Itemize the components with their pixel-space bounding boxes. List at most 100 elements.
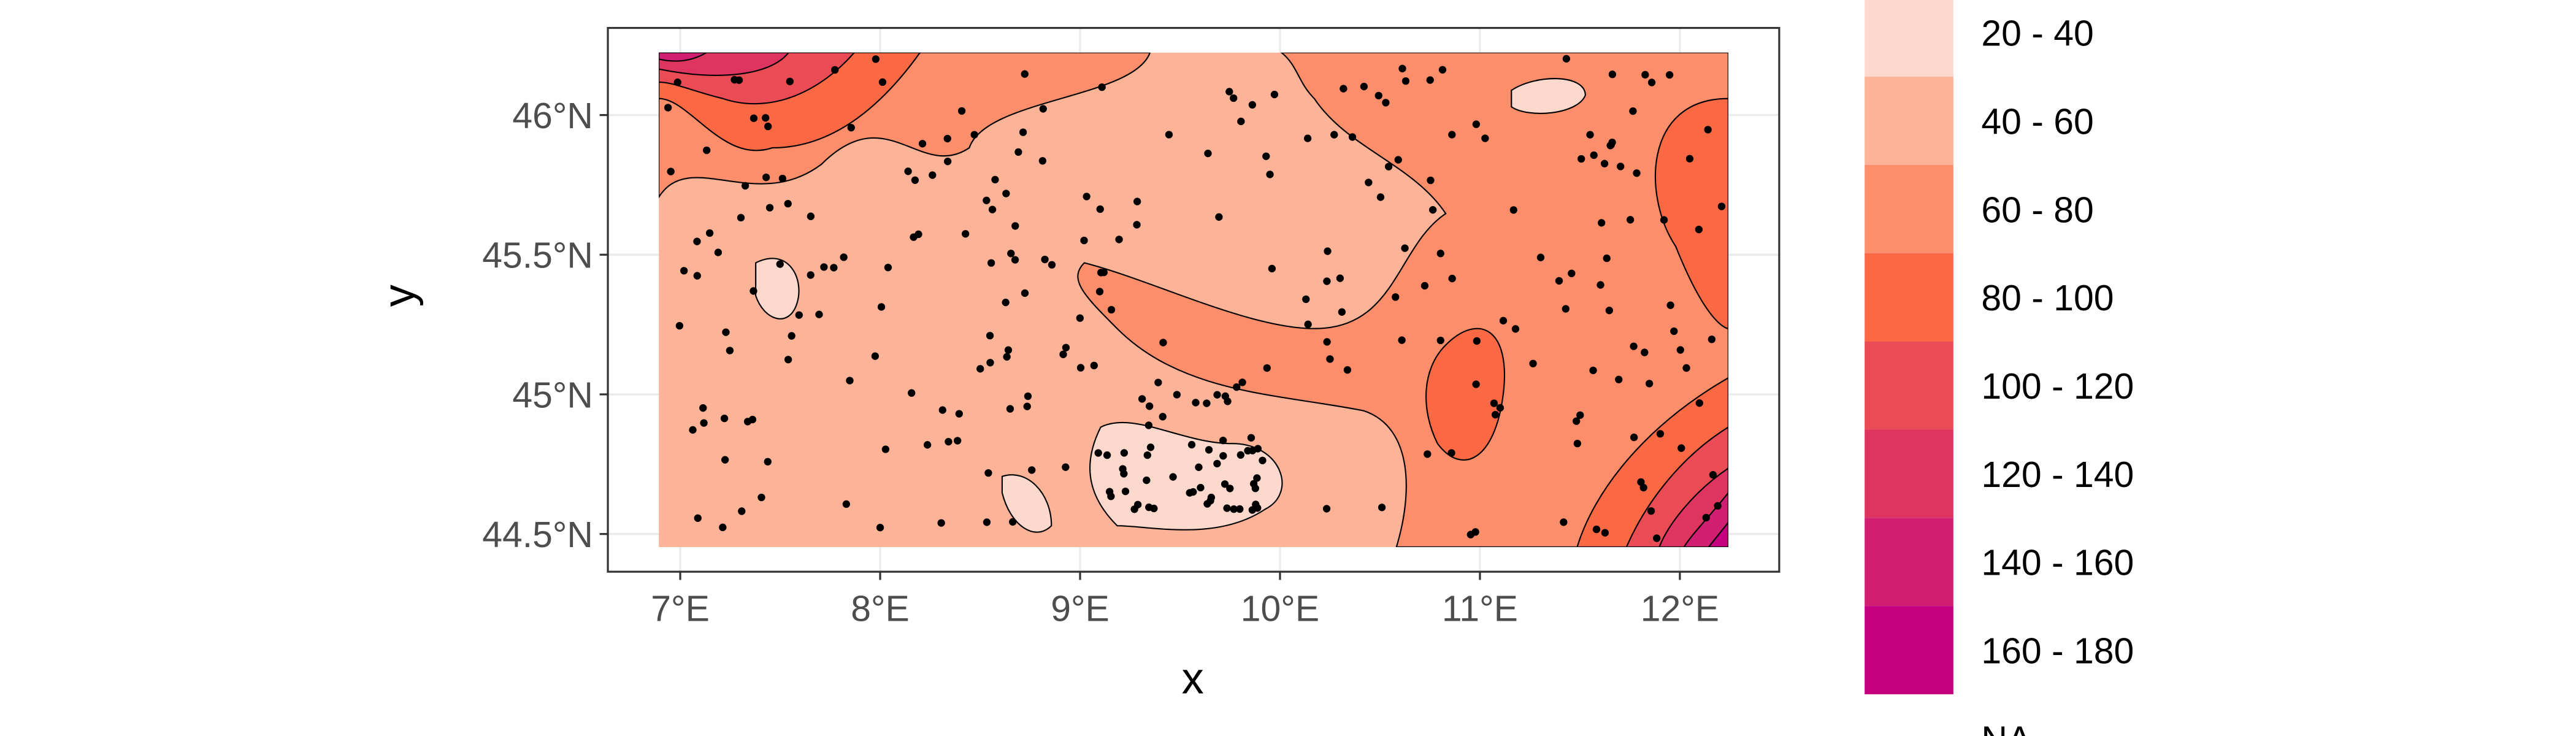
sample-point: [1322, 505, 1331, 513]
y-tick-label: 44.5°N: [482, 515, 593, 555]
sample-point: [720, 414, 729, 423]
sample-point: [1360, 82, 1368, 91]
sample-point: [1197, 483, 1205, 492]
sample-point: [1466, 531, 1474, 539]
sample-point: [986, 359, 994, 367]
sample-point: [757, 493, 765, 502]
contour-fill: [1708, 521, 1728, 547]
sample-point: [1629, 107, 1637, 115]
sample-point: [1219, 452, 1227, 460]
sample-point: [1401, 244, 1409, 252]
sample-point: [1617, 163, 1625, 171]
sample-point: [1647, 507, 1655, 515]
sample-point: [743, 418, 752, 426]
sample-point: [1186, 489, 1194, 497]
sample-point: [1436, 336, 1444, 345]
sample-point: [881, 445, 890, 453]
sample-point: [1115, 236, 1123, 243]
sample-point: [1597, 281, 1604, 289]
sample-point: [914, 230, 922, 239]
sample-point: [1205, 446, 1213, 454]
sample-point: [1259, 456, 1267, 464]
sample-point: [1586, 131, 1594, 139]
sample-point: [1401, 77, 1410, 85]
sample-point: [1247, 434, 1255, 442]
sample-point: [1436, 250, 1444, 258]
sample-point: [1213, 459, 1221, 468]
sample-point: [923, 441, 932, 449]
sample-point: [693, 237, 701, 245]
sample-point: [694, 514, 702, 522]
sample-point: [1304, 320, 1312, 328]
sample-point: [847, 124, 855, 132]
sample-point: [719, 523, 727, 532]
sample-point: [1394, 156, 1402, 164]
y-tick-label: 45.5°N: [482, 236, 593, 276]
sample-point: [807, 212, 815, 220]
sample-point: [1011, 222, 1019, 230]
x-axis-title: x: [1182, 654, 1204, 703]
sample-point: [1252, 500, 1260, 508]
legend-label: 100 - 120: [1981, 367, 2134, 407]
sample-point: [1221, 392, 1229, 401]
legend-swatch: [1865, 518, 1953, 607]
y-axis-title: y: [375, 284, 424, 307]
sample-point: [1144, 421, 1153, 429]
sample-point: [1499, 316, 1508, 324]
sample-point: [1376, 193, 1385, 201]
x-tick-label: 8°E: [851, 589, 910, 629]
sample-point: [1159, 339, 1167, 347]
legend: 20 - 40 40 - 60 60 - 80 80 - 100 100 - 120 12…: [1865, 0, 2134, 736]
sample-point: [1302, 295, 1310, 304]
sample-point: [1665, 71, 1674, 79]
sample-point: [1249, 480, 1258, 488]
sample-point: [929, 171, 937, 179]
sample-point: [983, 196, 991, 204]
sample-point: [1225, 88, 1233, 96]
sample-point: [970, 131, 978, 139]
sample-point: [735, 76, 743, 84]
sample-point: [1080, 236, 1088, 245]
contour-fill: [1511, 78, 1586, 114]
sample-point: [673, 79, 681, 86]
sample-point: [726, 347, 734, 355]
sample-point: [1192, 399, 1200, 407]
sample-point: [1670, 327, 1678, 335]
legend-swatch: [1865, 253, 1953, 342]
legend-label: 60 - 80: [1981, 190, 2093, 230]
sample-point: [1378, 504, 1386, 512]
sample-point: [1236, 451, 1244, 459]
sample-point: [1608, 71, 1617, 79]
sample-point: [795, 311, 803, 319]
legend-swatch: [1865, 606, 1953, 694]
sample-point: [1340, 85, 1347, 93]
sample-point: [1006, 405, 1014, 413]
sample-point: [1098, 83, 1106, 91]
legend-label: 140 - 160: [1981, 543, 2134, 583]
sample-point: [1560, 518, 1568, 526]
contour-fill: [1077, 52, 1728, 547]
sample-point: [1633, 169, 1641, 177]
sample-point: [1021, 289, 1029, 297]
sample-point: [1677, 444, 1685, 452]
sample-point: [1427, 176, 1435, 185]
sample-point: [1592, 525, 1601, 534]
sample-point: [1382, 99, 1390, 107]
sample-point: [1173, 391, 1181, 399]
sample-point: [664, 104, 672, 112]
sample-point: [1562, 305, 1570, 313]
sample-point: [1666, 301, 1674, 309]
sample-point: [1365, 178, 1373, 186]
sample-point: [1195, 463, 1203, 471]
sample-point: [986, 332, 994, 340]
sample-point: [1324, 247, 1332, 255]
sample-point: [878, 78, 887, 86]
sample-point: [1103, 451, 1111, 459]
sample-point: [1529, 359, 1537, 367]
sample-point: [1011, 256, 1019, 264]
sample-point: [988, 205, 997, 213]
sample-point: [1004, 346, 1013, 354]
sample-point: [1473, 337, 1481, 345]
sample-point: [1223, 504, 1231, 512]
